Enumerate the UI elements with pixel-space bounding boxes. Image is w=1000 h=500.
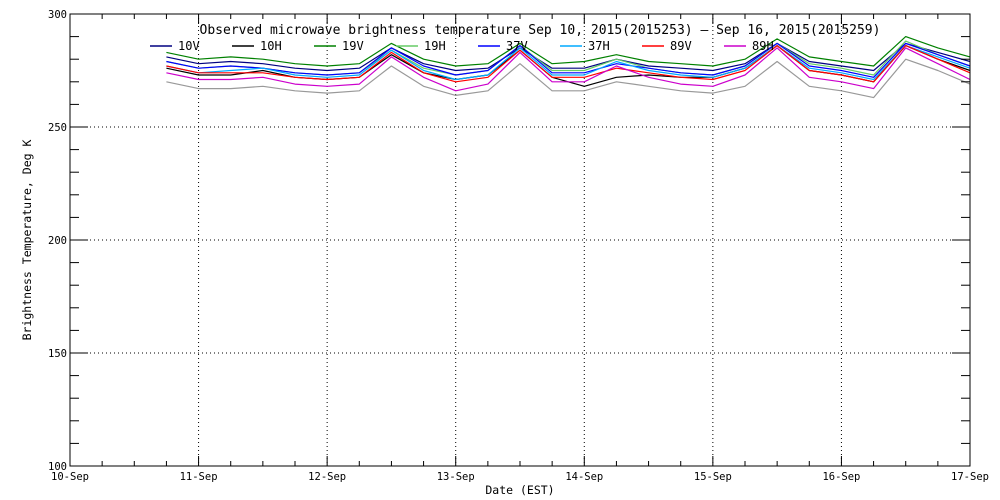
series-line-37v	[166, 42, 971, 78]
legend-label-37v: 37V	[506, 39, 528, 53]
y-tick-label: 300	[48, 9, 67, 21]
series-lines	[166, 35, 971, 99]
x-axis-title: Date (EST)	[485, 483, 554, 497]
series-line-89v	[166, 44, 971, 83]
x-tick-label: 11-Sep	[180, 471, 218, 483]
legend-label-10v: 10V	[178, 39, 200, 53]
x-tick-label: 15-Sep	[694, 471, 732, 483]
series-line-89h	[166, 47, 971, 92]
legend-label-19h: 19H	[424, 39, 446, 53]
x-tick-label: 17-Sep	[951, 471, 989, 483]
series-line-19v	[166, 35, 971, 67]
legend-label-89v: 89V	[670, 39, 692, 53]
legend-label-10h: 10H	[260, 39, 282, 53]
y-axis-title: Brightness Temperature, Deg K	[20, 140, 34, 341]
series-line-37h	[166, 44, 971, 81]
y-tick-label: 250	[48, 122, 67, 134]
y-tick-label: 100	[48, 461, 67, 473]
x-tick-label: 13-Sep	[437, 471, 475, 483]
gridlines	[70, 14, 970, 466]
x-tick-label: 14-Sep	[565, 471, 603, 483]
chart-title: Observed microwave brightness temperatur…	[200, 23, 881, 38]
legend-label-19v: 19V	[342, 39, 364, 53]
y-tick-label: 200	[48, 235, 67, 247]
tick-labels: 10-Sep 11-Sep 12-Sep 13-Sep 14-Sep 15-Sep 16-S…	[48, 9, 989, 483]
y-tick-label: 150	[48, 348, 67, 360]
legend-label-37h: 37H	[588, 39, 610, 53]
x-tick-label: 10-Sep	[51, 471, 89, 483]
legend-label-89h: 89H	[752, 39, 774, 53]
legend: 10V 10H 19V 19H 37V 37H 89V 89H	[150, 39, 774, 53]
x-tick-label: 16-Sep	[822, 471, 860, 483]
series-line-unlabeled	[166, 58, 971, 99]
axis-ticks	[69, 13, 971, 467]
x-tick-label: 12-Sep	[308, 471, 346, 483]
series-line-10v	[166, 42, 971, 72]
